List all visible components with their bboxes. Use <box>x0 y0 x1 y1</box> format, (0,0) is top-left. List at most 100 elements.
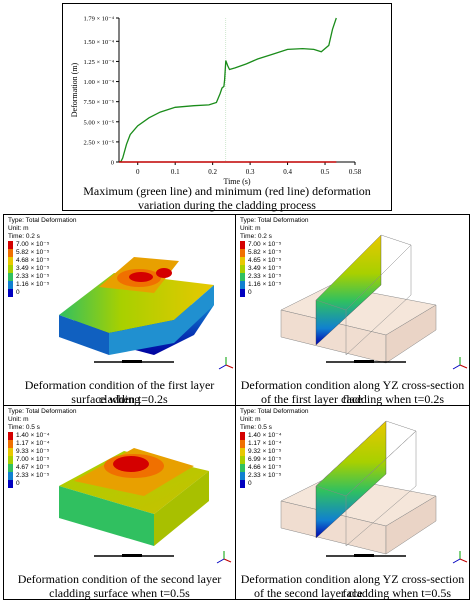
legend-value: 3.49 × 10⁻⁵ <box>248 265 282 272</box>
axis-triad-icon-2 <box>452 357 468 370</box>
legend-value: 0 <box>248 480 252 487</box>
legend-entry: 9.32 × 10⁻⁵ <box>240 448 309 456</box>
y-tick-label: 1.79 × 10⁻⁴ <box>84 16 115 23</box>
legend-value: 4.67 × 10⁻⁵ <box>16 464 50 471</box>
legend-swatch <box>240 480 245 488</box>
legend-time: Time: 0.2 s <box>240 233 272 240</box>
y-tick-label: 1.00 × 10⁻⁴ <box>84 79 115 86</box>
legend-entry: 2.33 × 10⁻⁵ <box>240 273 309 281</box>
legend-time: Time: 0.5 s <box>8 424 40 431</box>
panel-2-caption-line2: of the first layer cladding when t=0.2s <box>260 392 445 406</box>
legend-entry: 4.68 × 10⁻⁵ <box>8 257 77 265</box>
legend-value: 9.33 × 10⁻⁵ <box>16 448 50 455</box>
legend-1: Type: Total Deformation Unit: m Time: 0.… <box>8 217 77 297</box>
legend-value: 2.33 × 10⁻⁵ <box>248 273 282 280</box>
legend-value: 4.68 × 10⁻⁵ <box>16 257 50 264</box>
panel-3-caption-line2: cladding surface when t=0.5s <box>49 586 190 600</box>
chart-panel: 0 0.1 0.2 0.3 0.4 0.5 0.58 0 2.50 × 10⁻⁵ 5.00 × 1… <box>62 3 392 212</box>
legend-time: Time: 0.5 s <box>240 424 272 431</box>
legend-value: 6.99 × 10⁻⁵ <box>248 456 282 463</box>
legend-value: 1.17 × 10⁻⁴ <box>16 440 50 447</box>
legend-entry: 3.49 × 10⁻⁵ <box>240 265 309 273</box>
legend-swatch <box>240 273 245 281</box>
model-render-2 <box>280 234 468 370</box>
legend-3: Type: Total Deformation Unit: m Time: 0.… <box>8 408 77 488</box>
legend-rows: 1.40 × 10⁻⁴ 1.17 × 10⁻⁴ 9.32 × 10⁻⁵ 6.99 × … <box>240 432 309 488</box>
legend-unit: Unit: m <box>240 225 261 232</box>
legend-swatch <box>8 249 13 257</box>
legend-swatch <box>8 257 13 265</box>
panel-1-caption-line2: surface when t=0.2s <box>71 392 168 406</box>
chart-caption-line2: variation during the cladding process <box>138 198 316 212</box>
legend-entry: 2.33 × 10⁻⁵ <box>8 472 77 480</box>
legend-value: 0 <box>16 289 20 296</box>
legend-value: 0 <box>16 480 20 487</box>
legend-entry: 2.33 × 10⁻⁵ <box>8 273 77 281</box>
x-tick-label: 0.3 <box>246 168 255 176</box>
legend-swatch <box>8 289 13 297</box>
legend-time: Time: 0.2 s <box>8 233 40 240</box>
legend-rows: 7.00 × 10⁻⁵ 5.82 × 10⁻⁵ 4.65 × 10⁻⁵ 3.49 × … <box>240 241 309 297</box>
x-axis-label: Time (s) <box>223 177 250 186</box>
legend-swatch <box>8 273 13 281</box>
legend-value: 5.82 × 10⁻⁵ <box>16 249 50 256</box>
legend-value: 7.00 × 10⁻⁵ <box>248 241 282 248</box>
legend-swatch <box>8 241 13 249</box>
legend-entry: 1.40 × 10⁻⁴ <box>240 432 309 440</box>
legend-entry: 0 <box>240 289 309 297</box>
deformation-chart: 0 0.1 0.2 0.3 0.4 0.5 0.58 0 2.50 × 10⁻⁵ 5.00 × 1… <box>70 16 362 187</box>
y-tick-label: 5.00 × 10⁻⁵ <box>84 119 115 126</box>
legend-swatch <box>240 456 245 464</box>
legend-entry: 6.99 × 10⁻⁵ <box>240 456 309 464</box>
x-tick-label: 0 <box>136 168 140 176</box>
legend-entry: 3.49 × 10⁻⁵ <box>8 265 77 273</box>
legend-4: Type: Total Deformation Unit: m Time: 0.… <box>240 408 309 488</box>
legend-swatch <box>240 257 245 265</box>
legend-2: Type: Total Deformation Unit: m Time: 0.… <box>240 217 309 297</box>
legend-value: 3.49 × 10⁻⁵ <box>16 265 50 272</box>
legend-entry: 1.40 × 10⁻⁴ <box>8 432 77 440</box>
axis-triad-icon-4 <box>452 551 468 564</box>
legend-type: Type: Total Deformation <box>8 408 77 415</box>
panel-3-caption-line1: Deformation condition of the second laye… <box>17 572 222 586</box>
legend-type: Type: Total Deformation <box>240 408 309 415</box>
legend-entry: 0 <box>8 480 77 488</box>
legend-entry: 0 <box>8 289 77 297</box>
legend-entry: 5.82 × 10⁻⁵ <box>8 249 77 257</box>
legend-rows: 7.00 × 10⁻⁵ 5.82 × 10⁻⁵ 4.68 × 10⁻⁵ 3.49 × … <box>8 241 77 297</box>
y-tick-label: 0 <box>111 160 114 167</box>
panel-4-caption-line1: Deformation condition along YZ cross-sec… <box>240 572 465 600</box>
max-deformation-line <box>118 17 337 163</box>
legend-entry: 1.17 × 10⁻⁴ <box>240 440 309 448</box>
y-tick-label: 1.25 × 10⁻⁴ <box>84 59 115 66</box>
legend-value: 9.32 × 10⁻⁵ <box>248 448 282 455</box>
legend-value: 1.40 × 10⁻⁴ <box>16 432 50 439</box>
x-tick-label: 0.58 <box>349 168 362 176</box>
legend-value: 1.16 × 10⁻⁵ <box>248 281 282 288</box>
panel-2: Type: Total Deformation Unit: m Time: 0.… <box>235 214 470 406</box>
x-tick-label: 0.5 <box>321 168 330 176</box>
legend-rows: 1.40 × 10⁻⁴ 1.17 × 10⁻⁴ 9.33 × 10⁻⁵ 7.00 × … <box>8 432 77 488</box>
legend-entry: 4.65 × 10⁻⁵ <box>240 257 309 265</box>
legend-swatch <box>240 249 245 257</box>
panel-4: Type: Total Deformation Unit: m Time: 0.… <box>235 405 470 600</box>
legend-swatch <box>8 448 13 456</box>
legend-value: 7.00 × 10⁻⁵ <box>16 241 50 248</box>
legend-value: 1.16 × 10⁻⁵ <box>16 281 50 288</box>
legend-swatch <box>8 456 13 464</box>
axis-triad-icon-1 <box>218 357 234 370</box>
legend-value: 2.33 × 10⁻⁵ <box>16 472 50 479</box>
x-tick-label: 0.4 <box>283 168 292 176</box>
y-tick-label: 7.50 × 10⁻⁵ <box>84 99 115 106</box>
axis-triad-icon-3 <box>216 551 232 564</box>
legend-swatch <box>8 464 13 472</box>
legend-value: 0 <box>248 289 252 296</box>
panel-1: Type: Total Deformation Unit: m Time: 0.… <box>3 214 236 406</box>
legend-entry: 7.00 × 10⁻⁵ <box>8 241 77 249</box>
legend-unit: Unit: m <box>8 225 29 232</box>
legend-entry: 5.82 × 10⁻⁵ <box>240 249 309 257</box>
legend-type: Type: Total Deformation <box>240 217 309 224</box>
y-axis-label: Deformation (m) <box>70 62 79 117</box>
legend-unit: Unit: m <box>8 416 29 423</box>
legend-swatch <box>240 472 245 480</box>
